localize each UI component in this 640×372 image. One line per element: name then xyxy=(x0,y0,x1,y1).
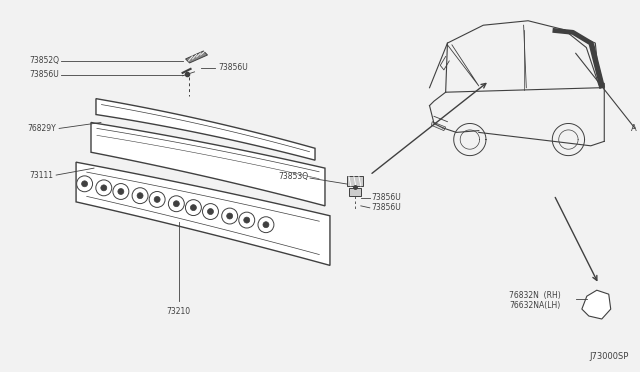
Polygon shape xyxy=(91,122,325,206)
Circle shape xyxy=(221,208,237,224)
Text: 76829Y: 76829Y xyxy=(28,124,56,133)
Text: 76832N  (RH): 76832N (RH) xyxy=(509,291,561,300)
Circle shape xyxy=(96,180,112,196)
Text: 73852Q: 73852Q xyxy=(29,57,59,65)
Circle shape xyxy=(101,185,107,191)
Circle shape xyxy=(168,196,184,212)
Text: 73856U: 73856U xyxy=(218,63,248,73)
Text: 73111: 73111 xyxy=(29,171,53,180)
Circle shape xyxy=(82,181,88,187)
Circle shape xyxy=(137,193,143,199)
Polygon shape xyxy=(582,290,611,319)
Circle shape xyxy=(118,189,124,195)
Text: A: A xyxy=(630,124,636,133)
Circle shape xyxy=(149,192,165,207)
Circle shape xyxy=(154,196,160,202)
Text: J73000SP: J73000SP xyxy=(589,352,628,361)
Circle shape xyxy=(113,183,129,199)
Text: 73856U: 73856U xyxy=(372,193,401,202)
Circle shape xyxy=(258,217,274,232)
Circle shape xyxy=(173,201,179,207)
Circle shape xyxy=(263,222,269,228)
Circle shape xyxy=(132,188,148,203)
Circle shape xyxy=(207,209,214,215)
Circle shape xyxy=(202,203,218,219)
Bar xyxy=(347,176,363,186)
Circle shape xyxy=(186,200,202,215)
Text: 76632NA(LH): 76632NA(LH) xyxy=(509,301,561,310)
Circle shape xyxy=(239,212,255,228)
Polygon shape xyxy=(431,122,445,131)
Polygon shape xyxy=(96,99,315,160)
Text: 73210: 73210 xyxy=(166,307,191,316)
Text: 73853Q: 73853Q xyxy=(278,171,308,180)
Circle shape xyxy=(227,213,233,219)
Circle shape xyxy=(191,205,196,211)
Bar xyxy=(349,188,361,196)
Text: 73856U: 73856U xyxy=(372,203,401,212)
Circle shape xyxy=(77,176,93,192)
Polygon shape xyxy=(76,162,330,265)
Polygon shape xyxy=(186,51,207,63)
Circle shape xyxy=(244,217,250,223)
Text: 73856U: 73856U xyxy=(29,70,59,79)
